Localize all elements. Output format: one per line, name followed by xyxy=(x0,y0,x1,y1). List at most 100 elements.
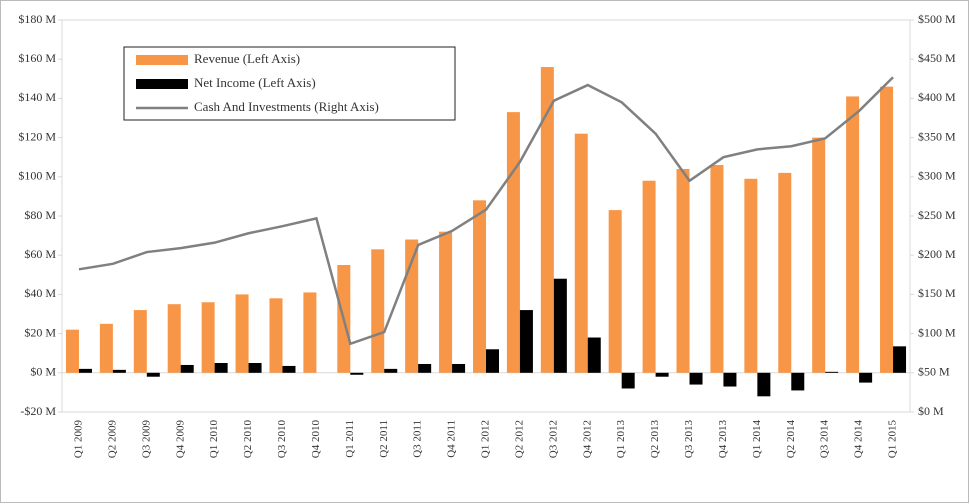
y2-tick-label: $250 M xyxy=(918,208,956,222)
bar xyxy=(723,372,737,387)
legend-label: Net Income (Left Axis) xyxy=(194,75,316,90)
bar xyxy=(574,133,588,373)
x-tick-label: Q1 2012 xyxy=(480,420,492,458)
bar xyxy=(812,137,826,373)
x-tick-label: Q1 2009 xyxy=(72,420,84,459)
x-tick-label: Q2 2014 xyxy=(785,420,797,459)
y-tick-label: $0 M xyxy=(30,365,56,379)
bar xyxy=(133,310,147,373)
bar xyxy=(676,168,690,373)
x-tick-label: Q4 2013 xyxy=(717,420,729,459)
bar xyxy=(642,180,656,373)
x-tick-label: Q1 2015 xyxy=(887,420,899,459)
bar xyxy=(621,372,635,389)
y2-tick-label: $50 M xyxy=(918,365,950,379)
bar xyxy=(859,372,873,383)
x-tick-label: Q2 2009 xyxy=(106,420,118,459)
bar xyxy=(553,278,567,373)
bar xyxy=(146,372,160,377)
y-tick-label: $140 M xyxy=(18,90,56,104)
bar xyxy=(893,346,907,373)
x-tick-label: Q3 2013 xyxy=(683,420,695,459)
x-tick-label: Q3 2010 xyxy=(276,420,288,459)
x-tick-label: Q3 2011 xyxy=(412,420,424,458)
bar xyxy=(99,323,113,373)
bar xyxy=(846,96,860,373)
bar xyxy=(180,364,194,373)
y2-tick-label: $100 M xyxy=(918,325,956,339)
y2-tick-label: $150 M xyxy=(918,286,956,300)
bar xyxy=(78,368,92,373)
y2-tick-label: $350 M xyxy=(918,129,956,143)
y2-tick-label: $200 M xyxy=(918,247,956,261)
legend-label: Cash And Investments (Right Axis) xyxy=(194,99,379,114)
y2-tick-label: $400 M xyxy=(918,90,956,104)
x-tick-label: Q3 2014 xyxy=(819,420,831,459)
y2-tick-label: $500 M xyxy=(918,12,956,26)
bar xyxy=(880,86,894,373)
y2-tick-label: $300 M xyxy=(918,169,956,183)
x-tick-label: Q1 2010 xyxy=(208,420,220,459)
bar xyxy=(65,329,79,373)
bar xyxy=(608,210,622,373)
x-tick-label: Q4 2010 xyxy=(310,420,322,459)
bar xyxy=(269,298,283,373)
bar xyxy=(757,372,771,397)
x-tick-label: Q2 2013 xyxy=(649,420,661,459)
line xyxy=(78,76,894,346)
y2-tick-label: $0 M xyxy=(918,404,944,418)
bar xyxy=(439,231,453,373)
bar xyxy=(418,363,432,373)
y-tick-label: $60 M xyxy=(24,247,56,261)
legend-label: Revenue (Left Axis) xyxy=(194,51,300,66)
bar xyxy=(473,200,486,373)
x-tick-label: Q2 2012 xyxy=(513,420,525,458)
bar xyxy=(655,372,669,377)
bar xyxy=(825,371,839,373)
bar xyxy=(710,165,724,373)
x-tick-label: Q4 2012 xyxy=(581,420,593,458)
y-tick-label: $120 M xyxy=(18,129,56,143)
x-tick-label: Q3 2009 xyxy=(140,420,152,459)
y-tick-label: $80 M xyxy=(24,208,56,222)
x-tick-label: Q2 2010 xyxy=(242,420,254,459)
bar xyxy=(540,67,554,373)
bar xyxy=(214,363,228,373)
y-tick-label: $160 M xyxy=(18,51,56,65)
legend-swatch xyxy=(136,79,188,89)
x-tick-label: Q4 2009 xyxy=(174,420,186,459)
bar xyxy=(235,294,249,373)
bar xyxy=(689,372,703,385)
bar xyxy=(452,363,466,373)
y-tick-label: $180 M xyxy=(18,12,56,26)
bar xyxy=(587,337,601,373)
x-tick-label: Q1 2014 xyxy=(751,420,763,459)
bar xyxy=(791,372,805,391)
bar xyxy=(384,368,398,373)
x-tick-label: Q1 2013 xyxy=(615,420,627,459)
bar xyxy=(167,304,181,373)
bar xyxy=(282,365,296,373)
y-tick-label: $40 M xyxy=(24,286,56,300)
bar xyxy=(486,349,499,373)
x-tick-label: Q3 2012 xyxy=(547,420,559,458)
bar xyxy=(371,249,385,373)
bar xyxy=(303,292,317,373)
bar xyxy=(744,178,758,373)
bar xyxy=(201,302,215,373)
bar xyxy=(519,310,533,373)
x-tick-label: Q2 2011 xyxy=(378,420,390,458)
bar xyxy=(778,172,792,373)
bar xyxy=(248,363,262,373)
x-tick-label: Q4 2014 xyxy=(853,420,865,459)
x-tick-label: Q4 2011 xyxy=(446,420,458,458)
y-tick-label: $20 M xyxy=(24,325,56,339)
x-tick-label: Q1 2011 xyxy=(344,420,356,458)
y-tick-label: $100 M xyxy=(18,169,56,183)
bar xyxy=(506,112,520,373)
bar xyxy=(112,369,126,373)
bar xyxy=(350,372,364,375)
y-tick-label: -$20 M xyxy=(20,404,56,418)
